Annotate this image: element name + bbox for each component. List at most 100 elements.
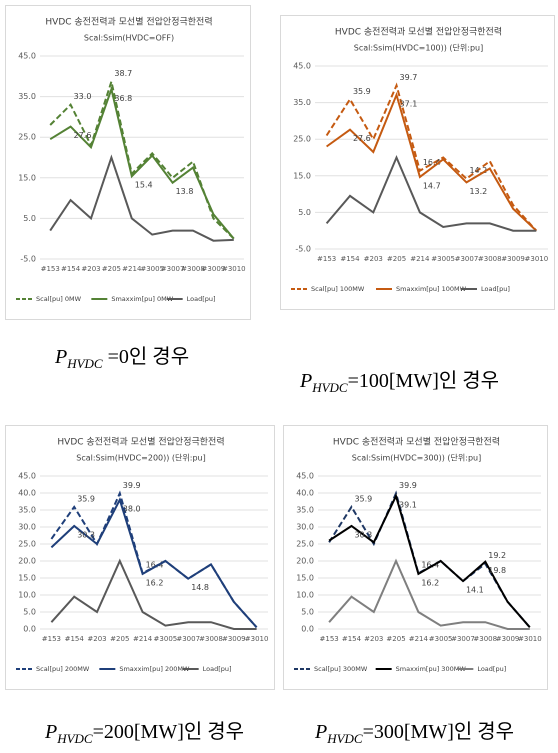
y-tick-label: 30.0	[18, 523, 36, 532]
data-label: 27.6	[353, 134, 371, 143]
x-tick-label: #3010	[518, 635, 542, 643]
data-label: 15.4	[135, 181, 153, 190]
x-tick-label: #3008	[181, 265, 205, 273]
legend-label: Load[pu]	[203, 665, 232, 673]
y-tick-label: 45.0	[296, 472, 314, 481]
x-tick-label: #3005	[154, 635, 178, 643]
caption-symbol: P	[315, 721, 328, 743]
x-tick-label: #3010	[222, 265, 246, 273]
chart-title: HVDC 송전전력과 모선별 전압안정극한전력	[333, 436, 500, 448]
legend-label: Scal[pu] 300MW	[314, 665, 368, 673]
x-tick-label: #154	[340, 255, 360, 263]
x-tick-label: #203	[364, 255, 383, 263]
caption-symbol: P	[55, 346, 68, 368]
series-line	[326, 91, 537, 232]
series-line	[328, 558, 530, 630]
chart: HVDC 송전전력과 모선별 전압안정극한전력 Scal:Ssim(HVDC=OF…	[5, 5, 251, 320]
x-tick-label: #3009	[222, 635, 246, 643]
x-tick-label: #3009	[496, 635, 520, 643]
caption-text: =100[MW]인 경우	[347, 370, 500, 392]
data-label: 36.8	[114, 94, 132, 103]
data-label: 35.9	[353, 87, 371, 96]
data-label: 16.2	[146, 578, 164, 587]
y-tick-label: 0.0	[23, 625, 36, 634]
y-tick-label: 5.0	[298, 208, 311, 217]
x-tick-label: #3005	[431, 255, 455, 263]
y-tick-label: 15.0	[293, 171, 311, 180]
x-tick-label: #153	[317, 255, 336, 263]
legend-label: Smaxxim[pu] 200MW	[119, 665, 190, 673]
x-tick-label: #3010	[525, 255, 549, 263]
caption-symbol: P	[45, 721, 58, 743]
x-tick-label: #3008	[473, 635, 497, 643]
x-tick-label: #214	[409, 635, 429, 643]
series-line	[50, 558, 257, 630]
y-tick-label: 45.0	[18, 52, 36, 61]
series-line	[49, 77, 235, 240]
y-tick-label: 25.0	[18, 540, 36, 549]
data-label: 30.3	[77, 530, 95, 539]
y-tick-label: 45.0	[18, 472, 36, 481]
x-tick-label: #214	[410, 255, 430, 263]
y-tick-label: 0.0	[301, 625, 314, 634]
data-label: 14.7	[423, 181, 441, 190]
series-line	[50, 497, 258, 628]
caption-subscript: HVDC	[57, 731, 93, 746]
caption: PHVDC=300[MW]인 경우	[315, 715, 514, 747]
x-tick-label: #205	[102, 265, 121, 273]
y-tick-label: 5.0	[23, 214, 36, 223]
data-label: 16.4	[146, 561, 164, 570]
caption-subscript: HVDC	[327, 731, 363, 746]
chart: HVDC 송전전력과 모선별 전압안정극한전력 Scal:Ssim(HVDC=30…	[283, 425, 548, 690]
caption: PHVDC=200[MW]인 경우	[45, 715, 244, 747]
x-tick-label: #3009	[501, 255, 525, 263]
x-tick-label: #3010	[245, 635, 269, 643]
data-label: 37.1	[400, 99, 418, 108]
x-tick-label: #3007	[451, 635, 475, 643]
data-label: 39.9	[123, 481, 141, 490]
y-tick-label: 40.0	[296, 489, 314, 498]
x-tick-label: #205	[387, 255, 406, 263]
legend-label: Scal[pu] 100MW	[311, 285, 365, 293]
x-tick-label: #205	[110, 635, 129, 643]
x-tick-label: #214	[122, 265, 142, 273]
data-label: 16.2	[421, 578, 439, 587]
data-label: 13.8	[176, 187, 194, 196]
caption: PHVDC =0인 경우	[55, 340, 189, 372]
x-tick-label: #3008	[199, 635, 223, 643]
data-label: 19.2	[488, 551, 506, 560]
y-tick-label: 40.0	[18, 489, 36, 498]
x-tick-label: #203	[87, 635, 106, 643]
x-tick-label: #154	[65, 635, 85, 643]
data-label: 27.6	[74, 131, 92, 140]
x-tick-label: #203	[81, 265, 100, 273]
caption-text: =0인 경우	[102, 346, 190, 368]
y-tick-label: 45.0	[293, 62, 311, 71]
y-tick-label: -5.0	[295, 245, 311, 254]
y-tick-label: 15.0	[296, 574, 314, 583]
chart-subtitle: Scal:Ssim(HVDC=OFF)	[84, 34, 174, 43]
caption: PHVDC=100[MW]인 경우	[300, 364, 499, 396]
data-label: 39.1	[399, 501, 417, 510]
y-tick-label: 25.0	[293, 135, 311, 144]
y-tick-label: 20.0	[296, 557, 314, 566]
chart: HVDC 송전전력과 모선별 전압안정극한전력 Scal:Ssim(HVDC=10…	[280, 15, 555, 310]
chart-subtitle: Scal:Ssim(HVDC=300)) (단위:pu]	[352, 453, 481, 463]
y-tick-label: 35.0	[293, 98, 311, 107]
x-tick-label: #3007	[455, 255, 479, 263]
x-tick-label: #3007	[176, 635, 200, 643]
y-tick-label: 35.0	[18, 506, 36, 515]
x-tick-label: #153	[42, 635, 61, 643]
caption-subscript: HVDC	[312, 380, 348, 395]
y-tick-label: 10.0	[296, 591, 314, 600]
legend-label: Scal[pu] 0MW	[36, 295, 82, 303]
series-line	[328, 493, 531, 628]
chart-title: HVDC 송전전력과 모선별 전압안정극한전력	[335, 26, 502, 38]
series-line	[49, 154, 234, 242]
caption-text: =300[MW]인 경우	[362, 721, 515, 743]
legend-label: Smaxxim[pu] 300MW	[396, 665, 467, 673]
data-label: 38.7	[114, 69, 132, 78]
x-tick-label: #153	[320, 635, 339, 643]
chart-title: HVDC 송전전력과 모선별 전압안정극한전력	[57, 436, 224, 448]
